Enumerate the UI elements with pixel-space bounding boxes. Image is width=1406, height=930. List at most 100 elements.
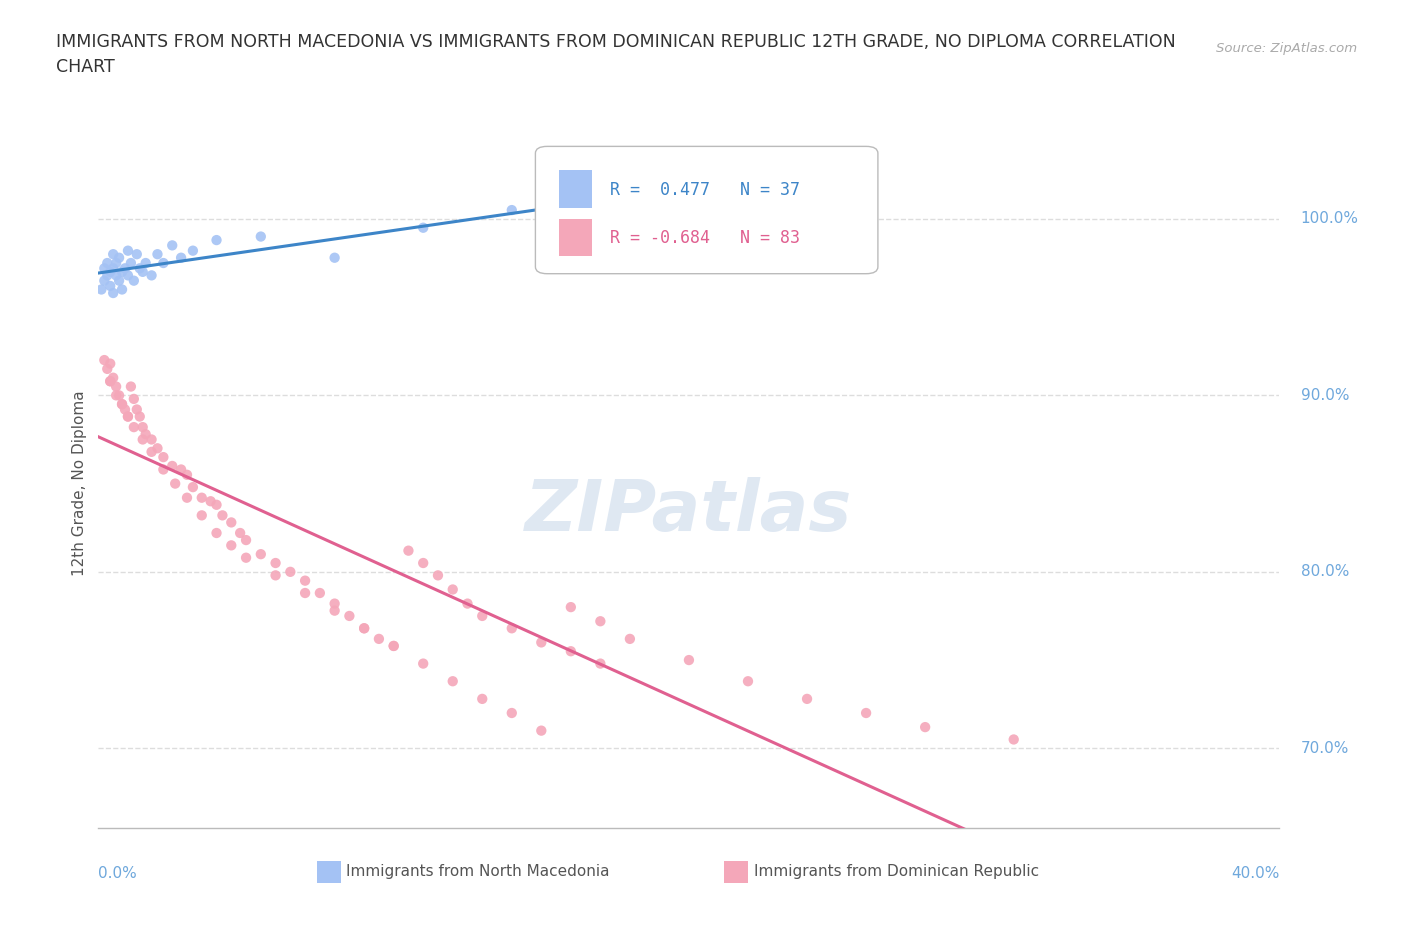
FancyBboxPatch shape	[724, 861, 748, 883]
FancyBboxPatch shape	[560, 219, 592, 257]
Point	[125, 246, 148, 261]
Point	[323, 604, 346, 618]
Point	[98, 264, 121, 279]
Point	[103, 370, 125, 385]
Point	[111, 397, 134, 412]
Point	[98, 374, 121, 389]
Point	[353, 621, 375, 636]
Point	[141, 268, 163, 283]
Point	[250, 547, 273, 562]
Point	[441, 674, 464, 689]
Point	[294, 573, 316, 588]
Point	[530, 635, 553, 650]
Point	[205, 525, 228, 540]
Point	[170, 250, 193, 265]
Point	[530, 724, 553, 738]
Point	[132, 432, 155, 447]
Point	[98, 278, 121, 293]
Text: Source: ZipAtlas.com: Source: ZipAtlas.com	[1216, 42, 1357, 55]
Text: 80.0%: 80.0%	[1301, 565, 1350, 579]
Point	[117, 409, 139, 424]
Point	[105, 379, 128, 394]
Point	[560, 644, 582, 658]
Point	[678, 653, 700, 668]
Point	[737, 674, 759, 689]
Point	[103, 246, 125, 261]
Text: 70.0%: 70.0%	[1301, 741, 1350, 756]
Point	[162, 458, 183, 473]
Point	[205, 232, 228, 247]
Point	[103, 286, 125, 300]
Point	[96, 256, 118, 271]
Point	[135, 256, 157, 271]
Point	[162, 238, 183, 253]
Point	[90, 282, 112, 297]
Point	[141, 432, 163, 447]
Point	[323, 250, 346, 265]
Point	[855, 706, 877, 721]
Point	[229, 525, 252, 540]
Point	[1002, 732, 1025, 747]
Point	[501, 621, 523, 636]
Point	[146, 441, 169, 456]
Text: ZIPatlas: ZIPatlas	[526, 477, 852, 546]
Point	[368, 631, 391, 646]
Point	[309, 586, 332, 601]
Text: 90.0%: 90.0%	[1301, 388, 1350, 403]
Point	[122, 419, 145, 434]
Point	[141, 445, 163, 459]
Point	[191, 490, 214, 505]
Point	[456, 596, 478, 611]
Point	[176, 468, 198, 483]
FancyBboxPatch shape	[536, 146, 877, 273]
Point	[294, 586, 316, 601]
Point	[128, 261, 150, 276]
Point	[501, 203, 523, 218]
Point	[132, 419, 155, 434]
Point	[219, 538, 242, 552]
Point	[323, 596, 346, 611]
Point	[135, 427, 157, 442]
Point	[678, 185, 700, 200]
Point	[589, 614, 612, 629]
Point	[471, 608, 494, 623]
Point	[93, 273, 115, 288]
Point	[114, 261, 136, 276]
Point	[152, 256, 174, 271]
Point	[93, 261, 115, 276]
Point	[796, 691, 818, 706]
Point	[914, 720, 936, 735]
Text: 40.0%: 40.0%	[1232, 866, 1279, 881]
Point	[96, 362, 118, 377]
Point	[96, 268, 118, 283]
Point	[181, 244, 204, 259]
Point	[264, 568, 287, 583]
Point	[235, 533, 257, 548]
Point	[211, 508, 233, 523]
Point	[122, 392, 145, 406]
Point	[105, 268, 128, 283]
Point	[181, 480, 204, 495]
Point	[108, 388, 131, 403]
Point	[152, 450, 174, 465]
Point	[412, 555, 434, 570]
Point	[105, 256, 128, 271]
Point	[412, 220, 434, 235]
Text: CHART: CHART	[56, 58, 115, 75]
Point	[205, 498, 228, 512]
Point	[427, 568, 450, 583]
Point	[146, 246, 169, 261]
Point	[108, 250, 131, 265]
Point	[278, 565, 302, 579]
Text: Immigrants from North Macedonia: Immigrants from North Macedonia	[346, 864, 610, 879]
Point	[250, 229, 273, 244]
Point	[98, 374, 121, 389]
Point	[441, 582, 464, 597]
Point	[560, 600, 582, 615]
Point	[114, 402, 136, 417]
Point	[120, 379, 142, 394]
Point	[353, 621, 375, 636]
FancyBboxPatch shape	[316, 861, 340, 883]
FancyBboxPatch shape	[560, 170, 592, 208]
Point	[170, 462, 193, 477]
